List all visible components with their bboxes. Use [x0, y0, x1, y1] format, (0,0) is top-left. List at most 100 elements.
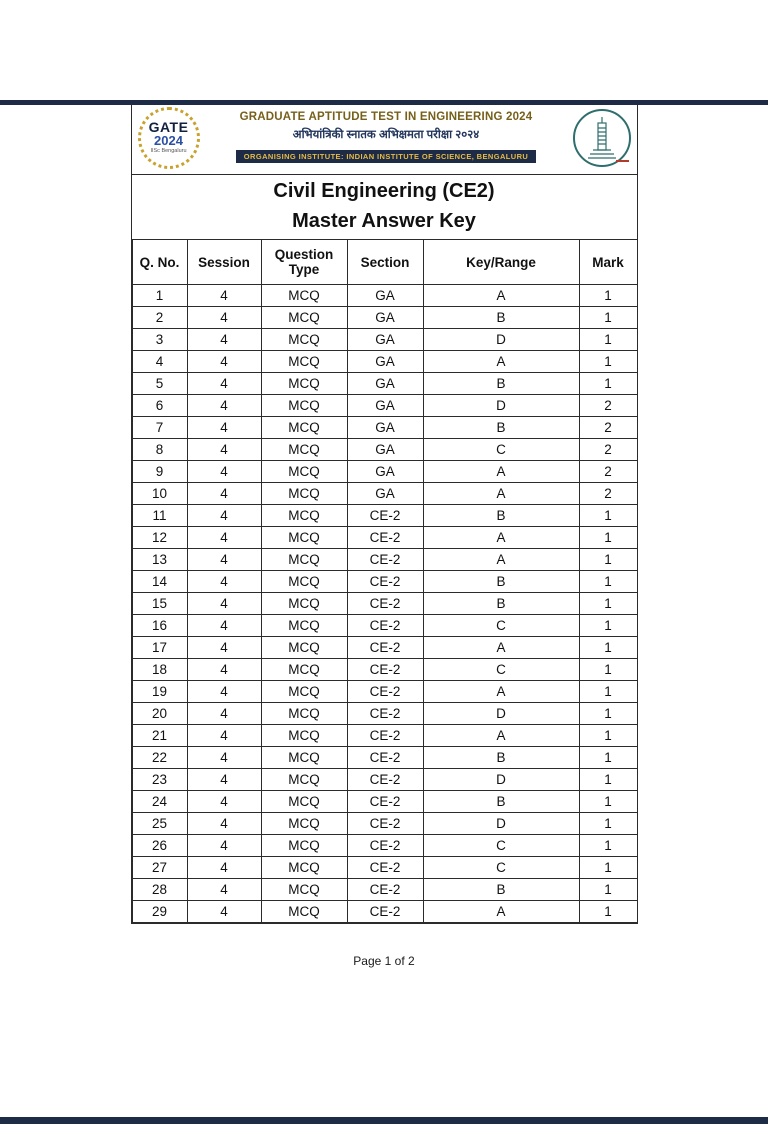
table-cell: 4 — [186, 746, 262, 769]
table-cell: CE-2 — [346, 900, 424, 923]
table-cell: 24 — [131, 790, 188, 813]
answer-key-table: Q. No. Session Question Type Section Key… — [131, 239, 638, 923]
table-cell: GA — [346, 306, 424, 329]
table-row: 12 4 MCQ CE-2 A 1 — [131, 526, 638, 549]
table-cell: 1 — [578, 328, 638, 351]
table-row: 19 4 MCQ CE-2 A 1 — [131, 680, 638, 703]
table-row: 7 4 MCQ GA B 2 — [131, 416, 638, 439]
table-cell: 9 — [131, 460, 188, 483]
table-cell: C — [422, 614, 580, 637]
table-cell: 1 — [578, 790, 638, 813]
table-cell: 6 — [131, 394, 188, 417]
table-cell: 4 — [186, 680, 262, 703]
table-row: 14 4 MCQ CE-2 B 1 — [131, 570, 638, 593]
table-cell: 21 — [131, 724, 188, 747]
iisc-tower-icon — [587, 116, 616, 159]
table-row: 1 4 MCQ GA A 1 — [131, 284, 638, 307]
table-cell: 1 — [578, 856, 638, 879]
table-cell: 4 — [131, 350, 188, 373]
document-header: GATE 2024 IISc Bengaluru GRADUATE APTITU… — [131, 101, 637, 175]
table-cell: 4 — [186, 592, 262, 615]
table-cell: 22 — [131, 746, 188, 769]
table-cell: 2 — [578, 394, 638, 417]
table-cell: A — [422, 900, 580, 923]
table-cell: CE-2 — [346, 702, 424, 725]
table-cell: GA — [346, 438, 424, 461]
table-cell: CE-2 — [346, 570, 424, 593]
page-number: Page 1 of 2 — [353, 954, 415, 968]
table-cell: 15 — [131, 592, 188, 615]
table-cell: B — [422, 504, 580, 527]
column-header-mark: Mark — [578, 239, 638, 285]
table-cell: MCQ — [260, 328, 348, 351]
table-header-row: Q. No. Session Question Type Section Key… — [131, 239, 638, 285]
table-cell: CE-2 — [346, 768, 424, 791]
page-top-bar — [0, 100, 768, 105]
table-cell: D — [422, 702, 580, 725]
table-cell: GA — [346, 350, 424, 373]
table-cell: GA — [346, 460, 424, 483]
table-cell: 4 — [186, 878, 262, 901]
table-cell: MCQ — [260, 592, 348, 615]
table-cell: MCQ — [260, 746, 348, 769]
table-cell: MCQ — [260, 834, 348, 857]
table-cell: 1 — [578, 724, 638, 747]
document-title: Civil Engineering (CE2) Master Answer Ke… — [132, 175, 637, 239]
table-cell: 4 — [186, 372, 262, 395]
table-cell: GA — [346, 394, 424, 417]
table-cell: C — [422, 438, 580, 461]
table-cell: CE-2 — [346, 812, 424, 835]
table-cell: A — [422, 526, 580, 549]
table-row: 26 4 MCQ CE-2 C 1 — [131, 834, 638, 857]
table-row: 20 4 MCQ CE-2 D 1 — [131, 702, 638, 725]
table-cell: 1 — [578, 614, 638, 637]
table-cell: MCQ — [260, 680, 348, 703]
table-cell: 11 — [131, 504, 188, 527]
table-row: 27 4 MCQ CE-2 C 1 — [131, 856, 638, 879]
table-cell: 4 — [186, 284, 262, 307]
page-bottom-bar — [0, 1117, 768, 1124]
table-cell: 26 — [131, 834, 188, 857]
table-cell: 3 — [131, 328, 188, 351]
table-cell: MCQ — [260, 768, 348, 791]
table-cell: 8 — [131, 438, 188, 461]
table-cell: 4 — [186, 460, 262, 483]
table-cell: 18 — [131, 658, 188, 681]
table-cell: C — [422, 658, 580, 681]
table-cell: 4 — [186, 856, 262, 879]
table-cell: 4 — [186, 900, 262, 923]
table-cell: CE-2 — [346, 636, 424, 659]
table-cell: A — [422, 680, 580, 703]
table-row: 9 4 MCQ GA A 2 — [131, 460, 638, 483]
table-cell: MCQ — [260, 526, 348, 549]
table-cell: MCQ — [260, 790, 348, 813]
table-cell: MCQ — [260, 284, 348, 307]
table-cell: 1 — [578, 878, 638, 901]
table-cell: MCQ — [260, 812, 348, 835]
table-cell: B — [422, 878, 580, 901]
table-cell: CE-2 — [346, 548, 424, 571]
table-cell: C — [422, 856, 580, 879]
table-cell: MCQ — [260, 460, 348, 483]
iisc-motto-mark — [615, 159, 629, 162]
table-cell: MCQ — [260, 482, 348, 505]
table-cell: MCQ — [260, 372, 348, 395]
table-cell: 1 — [578, 834, 638, 857]
table-cell: A — [422, 460, 580, 483]
table-row: 24 4 MCQ CE-2 B 1 — [131, 790, 638, 813]
table-cell: D — [422, 394, 580, 417]
header-title-english: GRADUATE APTITUDE TEST IN ENGINEERING 20… — [239, 111, 533, 123]
table-cell: 4 — [186, 438, 262, 461]
table-cell: 1 — [578, 504, 638, 527]
table-cell: 1 — [578, 746, 638, 769]
table-row: 8 4 MCQ GA C 2 — [131, 438, 638, 461]
table-row: 21 4 MCQ CE-2 A 1 — [131, 724, 638, 747]
table-cell: 1 — [578, 570, 638, 593]
table-cell: A — [422, 350, 580, 373]
table-cell: 1 — [578, 284, 638, 307]
table-cell: 4 — [186, 350, 262, 373]
table-cell: B — [422, 592, 580, 615]
table-cell: 1 — [578, 812, 638, 835]
table-cell: 4 — [186, 614, 262, 637]
table-row: 10 4 MCQ GA A 2 — [131, 482, 638, 505]
